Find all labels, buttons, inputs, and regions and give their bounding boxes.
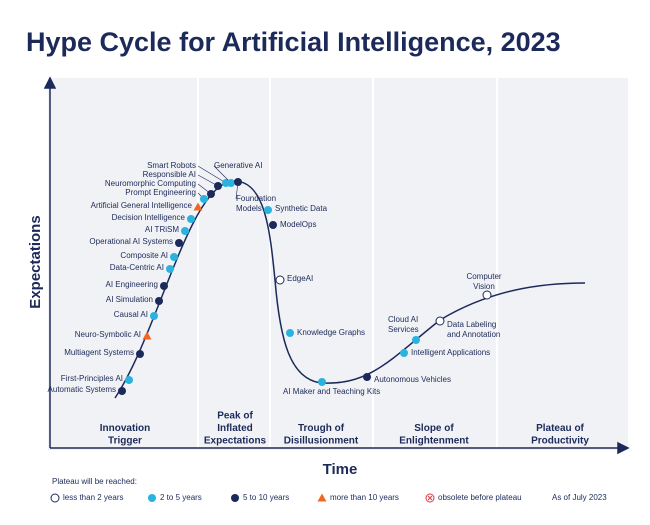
point-label: Computer [466,272,501,281]
legend-label: more than 10 years [330,493,399,502]
legend-label: obsolete before plateau [438,493,522,502]
marker [214,182,222,190]
point-label: Generative AI [214,161,262,170]
phase-label: Trigger [108,436,142,447]
marker [166,265,174,273]
point-label: Responsible AI [143,170,196,179]
point-label: Synthetic Data [275,204,328,213]
point-label: AI TRiSM [145,225,179,234]
point-label: Prompt Engineering [125,188,196,197]
marker [264,206,272,214]
point-label: and Annotation [447,330,500,339]
point-label: Foundation [236,194,276,203]
point-label: Autonomous Vehicles [374,375,451,384]
point-label: Causal AI [114,310,148,319]
marker [148,494,156,502]
marker [227,179,235,187]
hype-curve [114,180,586,399]
marker [275,275,285,285]
marker [136,350,144,358]
marker [318,378,326,386]
phase-label: Innovation [100,423,151,434]
point-label: Intelligent Applications [411,348,490,357]
marker [412,336,420,344]
marker [187,215,195,223]
phase-label: Disillusionment [284,436,359,447]
x-axis-label: Time [323,461,358,478]
point-label: ModelOps [280,220,316,229]
point-label: Knowledge Graphs [297,328,365,337]
marker [400,349,408,357]
point-label: Artificial General Intelligence [91,201,193,210]
axes [43,76,630,455]
marker [150,312,158,320]
y-axis-label: Expectations [27,215,44,308]
point-label: Vision [473,282,495,291]
marker [181,227,189,235]
point-label: AI Maker and Teaching Kits [283,387,380,396]
point-label: Composite AI [120,251,168,260]
point-label: Operational AI Systems [89,237,173,246]
marker [155,297,163,305]
marker [269,221,277,229]
leader-line [197,165,227,184]
marker [427,495,433,501]
point-label: Models [236,204,262,213]
phase-label: Slope of [414,423,454,434]
leader-line [213,165,232,184]
point-label: Decision Intelligence [112,213,186,222]
point-label: Cloud AI [388,315,418,324]
point-label: Data Labeling [447,320,496,329]
marker [200,195,208,203]
marker [142,331,152,340]
title: Hype Cycle for Artificial Intelligence, … [26,27,561,57]
marker [286,329,294,337]
phase-label: Inflated [217,423,253,434]
note: As of July 2023 [552,493,607,502]
marker [50,493,60,503]
point-label: Neuromorphic Computing [105,179,196,188]
legend-title: Plateau will be reached: [52,477,137,486]
marker [170,253,178,261]
marker [118,387,126,395]
phase-label: Peak of [217,411,253,422]
marker [482,290,492,300]
phase-label: Plateau of [536,423,584,434]
marker [435,316,445,326]
marker [317,493,327,502]
marker [193,202,203,211]
point-label: AI Simulation [106,295,153,304]
marker [207,190,215,198]
marker [160,282,168,290]
point-label: Data-Centric AI [110,263,164,272]
point-label: Multiagent Systems [64,348,134,357]
marker [363,373,371,381]
point-label: EdgeAI [287,274,313,283]
phase-label: Productivity [531,436,589,447]
marker [125,376,133,384]
phase-label: Expectations [204,436,267,447]
phase-label: Trough of [298,423,345,434]
marker [234,178,242,186]
phase-label: Enlightenment [399,436,469,447]
point-label: Services [388,325,419,334]
legend-label: 5 to 10 years [243,493,289,502]
marker [175,239,183,247]
point-label: First-Principles AI [61,374,123,383]
point-label: Smart Robots [147,161,196,170]
point-label: AI Engineering [106,280,158,289]
point-label: Neuro-Symbolic AI [75,330,141,339]
marker [231,494,239,502]
point-label: Automatic Systems [48,385,116,394]
legend-label: 2 to 5 years [160,493,202,502]
plot-area [48,78,628,450]
phase-dividers [197,78,498,448]
legend-label: less than 2 years [63,493,123,502]
